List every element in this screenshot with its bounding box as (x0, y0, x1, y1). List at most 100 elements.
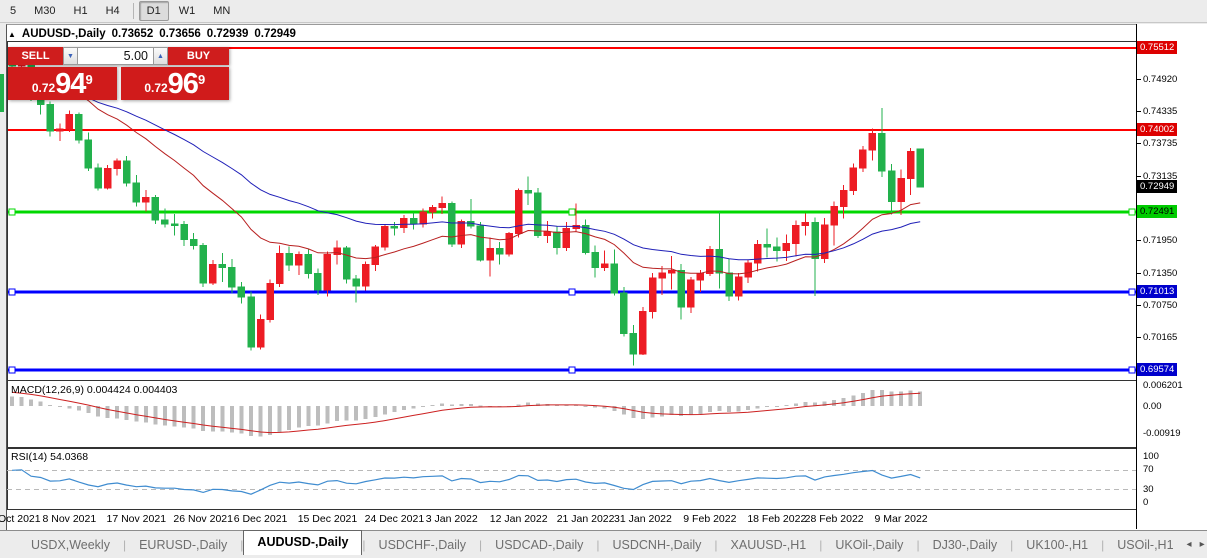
hline-handle[interactable] (568, 288, 576, 296)
candle-body (543, 231, 552, 237)
chart-tab-usdchf-daily[interactable]: USDCHF-,Daily (378, 537, 467, 552)
candle-body (247, 296, 255, 348)
tab-scroll-left-icon[interactable]: ◂ (1186, 539, 1192, 550)
macd-histogram-bar (554, 404, 559, 406)
hline-handle[interactable] (568, 366, 576, 374)
chart-collapse-icon[interactable]: ▲ (8, 29, 16, 39)
macd-histogram-bar (210, 406, 215, 432)
candle-body (763, 243, 771, 248)
chart-tab-dj30-daily[interactable]: DJ30-,Daily (932, 537, 998, 552)
macd-histogram-bar (201, 406, 206, 431)
chart-tab-ukoil-daily[interactable]: UKOil-,Daily (835, 537, 904, 552)
candle-body (314, 273, 322, 291)
macd-histogram-bar (392, 406, 397, 413)
date-tick-21-Jan-2022: 21 Jan 2022 (556, 513, 615, 525)
rsi-label: RSI(14) (11, 451, 48, 463)
macd-histogram-bar (239, 406, 244, 434)
macd-histogram-bar (774, 406, 779, 407)
macd-histogram-bar (363, 406, 368, 420)
timeframe-button-h4[interactable]: H4 (105, 5, 120, 17)
macd-histogram-bar (841, 398, 846, 406)
candle-body (849, 167, 858, 192)
candle-body (916, 148, 924, 188)
candle-body (658, 272, 666, 279)
macd-histogram-bar (19, 397, 24, 406)
main-macd-splitter[interactable] (7, 380, 1137, 381)
chart-tab-audusd-daily[interactable]: AUDUSD-,Daily (243, 530, 363, 555)
candle-body (514, 190, 523, 235)
chart-tab-eurusd-daily[interactable]: EURUSD-,Daily (139, 537, 228, 552)
macd-histogram-bar (593, 406, 598, 408)
candle-body (256, 318, 265, 348)
candle-body (773, 246, 781, 251)
candle-body (715, 248, 724, 274)
candle-body (725, 272, 733, 297)
timeframe-button-m30[interactable]: M30 (34, 5, 56, 17)
timeframe-button-mn[interactable]: MN (213, 5, 231, 17)
date-tick-26-Nov-2021: 26 Nov 2021 (173, 513, 233, 525)
macd-rsi-splitter[interactable] (7, 447, 1137, 448)
candle-body (667, 269, 676, 274)
macd-histogram-bar (526, 402, 531, 406)
macd-histogram-bar (803, 402, 808, 406)
candle-body (218, 263, 227, 269)
hline-handle[interactable] (8, 366, 16, 374)
candle-body (84, 139, 93, 169)
volume-input[interactable] (78, 47, 153, 65)
candle-body (46, 103, 54, 132)
chart-tab-xauusd-h1[interactable]: XAUUSD-,H1 (730, 537, 807, 552)
timeframe-button-5[interactable]: 5 (10, 5, 17, 17)
date-tick-24-Dec-2021: 24 Dec 2021 (364, 513, 425, 525)
macd-histogram-bar (602, 406, 607, 409)
sell-price-box[interactable]: 0.72 94 9 (8, 67, 117, 100)
hline-handle[interactable] (8, 208, 16, 216)
macd-histogram-bar (143, 406, 148, 423)
buy-button[interactable]: BUY (168, 47, 229, 65)
macd-axis-tick: -0.00919 (1143, 428, 1181, 439)
candle-body (620, 292, 628, 334)
hline-handle[interactable] (1128, 208, 1136, 216)
sell-button[interactable]: SELL (8, 47, 63, 65)
price-tick-0.73735: 0.73735 (1136, 138, 1178, 150)
timeframe-button-w1[interactable]: W1 (178, 5, 196, 17)
candle-body (371, 246, 380, 265)
rsi-top-border (7, 448, 1137, 449)
macd-histogram-bar (411, 406, 416, 409)
chart-tab-usdcnh-daily[interactable]: USDCNH-,Daily (612, 537, 702, 552)
hline-handle[interactable] (8, 288, 16, 296)
hline-handle[interactable] (1128, 366, 1136, 374)
tab-scroll-right-icon[interactable]: ▸ (1199, 539, 1205, 550)
buy-price-box[interactable]: 0.72 96 9 (120, 67, 229, 100)
hline-handle[interactable] (1128, 288, 1136, 296)
hline-handle[interactable] (568, 208, 576, 216)
date-tick-6-Dec-2021: 6 Dec 2021 (233, 513, 288, 525)
timeframe-button-h1[interactable]: H1 (73, 5, 88, 17)
candle-body (56, 128, 64, 132)
timeframe-button-d1[interactable]: D1 (138, 1, 169, 21)
chart-tab-usdcad-daily[interactable]: USDCAD-,Daily (495, 537, 584, 552)
candle-body (228, 267, 236, 288)
macd-histogram-bar (793, 403, 798, 406)
candle-body (94, 167, 102, 189)
tab-separator: | (240, 537, 244, 552)
ohlc-high: 0.73656 (159, 28, 201, 40)
candle-body (390, 225, 399, 229)
candle-body (304, 254, 313, 275)
plot-top-border (7, 41, 1137, 42)
macd-histogram-bar (134, 406, 139, 422)
macd-histogram-bar (832, 399, 837, 406)
chart-title-row: ▲ AUDUSD-,Daily 0.73652 0.73656 0.72939 … (8, 27, 296, 41)
tab-separator: | (819, 537, 823, 552)
macd-histogram-bar (583, 405, 588, 407)
chart-tab-usoil-h1[interactable]: USOil-,H1 (1117, 537, 1174, 552)
candle-body (209, 263, 217, 284)
volume-decrease-button[interactable]: ▼ (63, 47, 78, 65)
volume-increase-button[interactable]: ▲ (153, 47, 168, 65)
macd-histogram-bar (755, 406, 760, 409)
chart-tab-uk100-h1[interactable]: UK100-,H1 (1026, 537, 1089, 552)
macd-histogram-bar (229, 406, 234, 433)
macd-histogram-bar (287, 406, 292, 430)
macd-histogram-bar (879, 389, 884, 406)
chart-tab-usdx-weekly[interactable]: USDX,Weekly (31, 537, 110, 552)
